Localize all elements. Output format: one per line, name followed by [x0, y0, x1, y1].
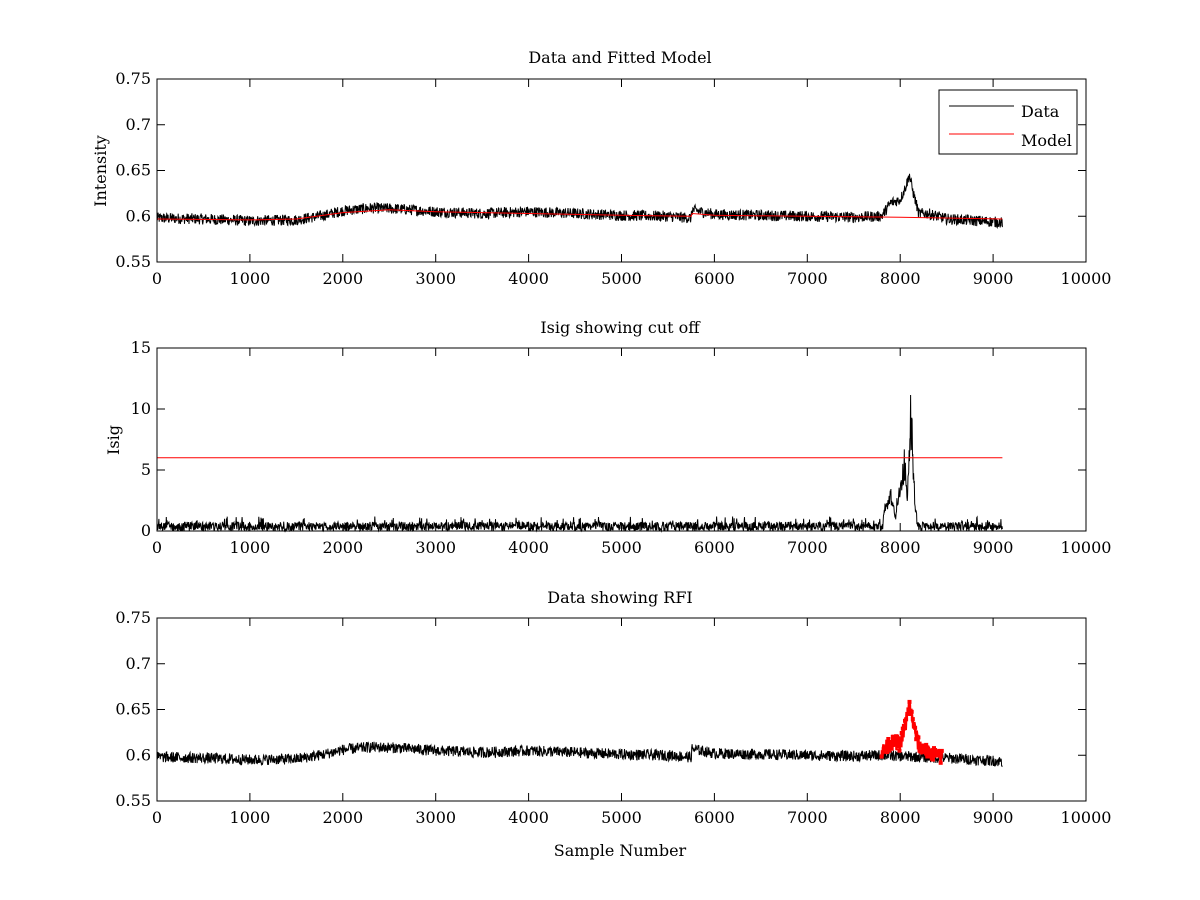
data-series-line: [156, 173, 1003, 230]
y-tick-label: 0.65: [115, 161, 151, 180]
x-tick-label: 9000: [973, 808, 1014, 827]
y-tick-label: 0.75: [115, 69, 151, 88]
legend-label-data: Data: [1021, 102, 1060, 121]
axis-ticks: 0 1000 2000 3000 4000 5000 6000 7000 8000 9000 100…: [115, 608, 1111, 827]
x-tick-label: 5000: [601, 269, 642, 288]
x-tick-label: 3000: [415, 538, 456, 557]
black-series-line: [156, 394, 1003, 533]
x-axis-label: Sample Number: [554, 841, 687, 860]
subplot-title: Data and Fitted Model: [528, 48, 711, 67]
subplot-data-showing-rfi: Data showing RFI Sample Number 0 1000 2000…: [115, 588, 1111, 860]
axis-ticks: 0 1000 2000 3000 4000 5000 6000 7000 8000 9000 100…: [131, 338, 1112, 557]
x-tick-label: 2000: [322, 538, 363, 557]
x-tick-label: 8000: [880, 269, 921, 288]
subplot-data-and-fitted-model: Data and Fitted Model Intensity 0 1000 200…: [91, 48, 1111, 288]
y-tick-label: 15: [131, 338, 151, 357]
x-tick-label: 6000: [694, 538, 735, 557]
x-tick-label: 9000: [973, 538, 1014, 557]
subplot-isig-showing-cut-off: Isig showing cut off Isig 0 1000 2000 3000 4…: [104, 318, 1111, 557]
subplot-title: Isig showing cut off: [540, 318, 701, 337]
x-tick-label: 1000: [230, 538, 271, 557]
legend: Data Model: [938, 89, 1078, 155]
x-tick-label: 4000: [508, 808, 549, 827]
x-tick-label: 4000: [508, 538, 549, 557]
y-tick-label: 0.55: [115, 252, 151, 271]
rfi-line: [880, 700, 944, 763]
y-axis-label: Intensity: [91, 135, 110, 207]
x-tick-label: 0: [152, 269, 162, 288]
plot-area: [156, 173, 1003, 230]
x-tick-label: 10000: [1061, 808, 1112, 827]
y-tick-label: 10: [131, 399, 151, 418]
plot-area: [156, 699, 1003, 768]
legend-box: [938, 89, 1078, 155]
y-tick-label: 0.75: [115, 608, 151, 627]
y-tick-label: 0.6: [126, 745, 151, 764]
rfi-markers: [879, 699, 944, 765]
x-tick-label: 7000: [787, 538, 828, 557]
model-series-line: [156, 209, 1003, 221]
x-tick-label: 9000: [973, 269, 1014, 288]
x-tick-label: 4000: [508, 269, 549, 288]
x-tick-label: 7000: [787, 269, 828, 288]
x-tick-label: 2000: [322, 808, 363, 827]
x-tick-label: 7000: [787, 808, 828, 827]
y-tick-label: 0.65: [115, 700, 151, 719]
y-tick-label: 0.6: [126, 206, 151, 225]
y-axis-label: Isig: [104, 425, 123, 455]
x-tick-label: 3000: [415, 808, 456, 827]
x-tick-label: 10000: [1061, 269, 1112, 288]
subplot-title: Data showing RFI: [547, 588, 692, 607]
x-tick-label: 8000: [880, 538, 921, 557]
legend-label-model: Model: [1021, 131, 1072, 150]
y-tick-label: 0.7: [126, 115, 151, 134]
x-tick-label: 8000: [880, 808, 921, 827]
y-tick-label: 0.55: [115, 791, 151, 810]
y-tick-label: 0.7: [126, 654, 151, 673]
x-tick-label: 1000: [230, 808, 271, 827]
axis-ticks: 0 1000 2000 3000 4000 5000 6000 7000 8000 9000 100…: [115, 69, 1111, 288]
y-tick-label: 0: [141, 521, 151, 540]
x-tick-label: 10000: [1061, 538, 1112, 557]
x-tick-label: 0: [152, 538, 162, 557]
x-tick-label: 5000: [601, 538, 642, 557]
x-tick-label: 6000: [694, 269, 735, 288]
x-tick-label: 3000: [415, 269, 456, 288]
plot-area: [156, 394, 1003, 533]
black-series-line: [156, 741, 1003, 768]
x-tick-label: 1000: [230, 269, 271, 288]
x-tick-label: 0: [152, 808, 162, 827]
y-tick-label: 5: [141, 460, 151, 479]
x-tick-label: 2000: [322, 269, 363, 288]
x-tick-label: 5000: [601, 808, 642, 827]
x-tick-label: 6000: [694, 808, 735, 827]
